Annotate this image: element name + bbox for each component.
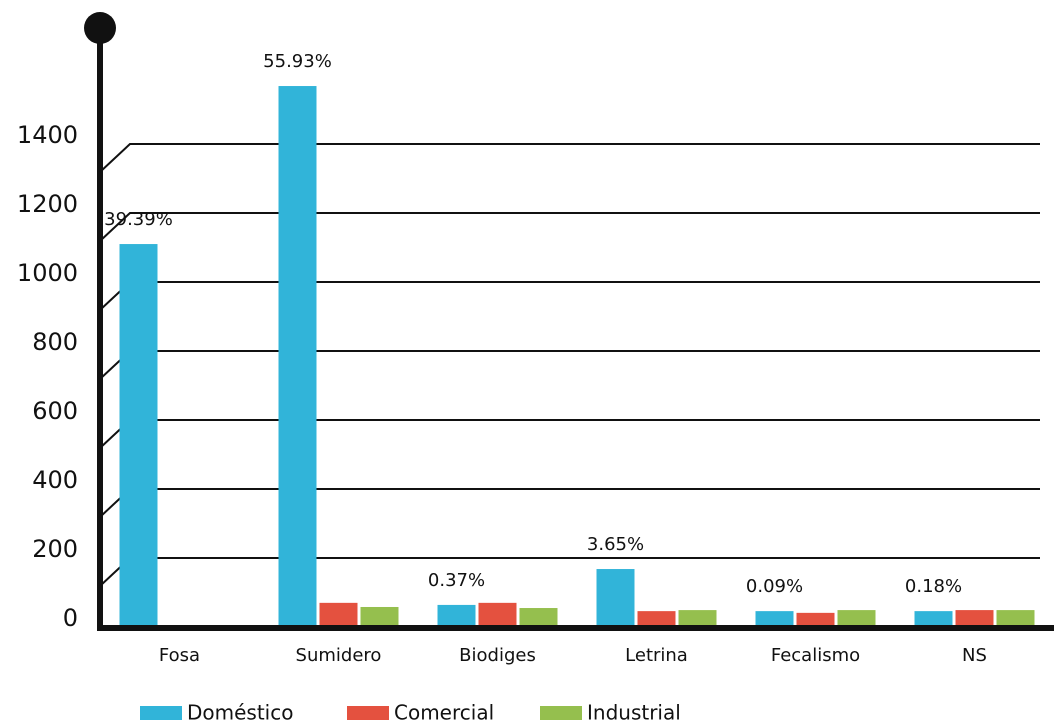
annotation: 55.93% bbox=[263, 51, 332, 72]
grid-line bbox=[99, 488, 1040, 518]
legend-swatch bbox=[347, 706, 389, 720]
bar bbox=[678, 610, 717, 627]
bar bbox=[360, 606, 399, 627]
bar bbox=[478, 602, 517, 627]
bar bbox=[837, 610, 876, 627]
grid-line bbox=[99, 212, 1040, 242]
x-tick-label: Fecalismo bbox=[771, 645, 860, 666]
legend-swatch bbox=[540, 706, 582, 720]
bar bbox=[755, 611, 794, 627]
x-tick-label: Fosa bbox=[159, 645, 200, 666]
bar bbox=[278, 86, 317, 628]
bar bbox=[996, 610, 1035, 627]
bar bbox=[319, 602, 358, 627]
bar bbox=[119, 244, 158, 628]
annotation: 3.65% bbox=[587, 534, 644, 555]
grid-line bbox=[99, 419, 1040, 449]
axis-cap bbox=[84, 12, 116, 44]
legend-swatch bbox=[140, 706, 182, 720]
y-tick-label: 1400 bbox=[17, 121, 78, 149]
grid-line bbox=[99, 350, 1040, 380]
y-tick-label: 600 bbox=[32, 397, 78, 425]
bar bbox=[437, 604, 476, 627]
legend-label: Doméstico bbox=[187, 701, 293, 725]
x-tick-label: Letrina bbox=[625, 645, 688, 666]
y-tick-label: 200 bbox=[32, 535, 78, 563]
legend-label: Industrial bbox=[587, 701, 681, 725]
y-tick-label: 400 bbox=[32, 466, 78, 494]
annotation: 0.09% bbox=[746, 576, 803, 597]
grid-line bbox=[99, 143, 1040, 173]
bar bbox=[637, 611, 676, 627]
bar bbox=[796, 612, 835, 627]
bar bbox=[955, 610, 994, 627]
bar bbox=[914, 611, 953, 627]
x-tick-label: Biodiges bbox=[459, 645, 536, 666]
annotation: 0.18% bbox=[905, 576, 962, 597]
y-tick-label: 0 bbox=[63, 604, 78, 632]
grid-line bbox=[99, 281, 1040, 311]
x-tick-label: NS bbox=[962, 645, 987, 666]
grid-line bbox=[99, 557, 1040, 587]
y-tick-label: 800 bbox=[32, 328, 78, 356]
y-tick-label: 1000 bbox=[17, 259, 78, 287]
annotation: 0.37% bbox=[428, 570, 485, 591]
legend-label: Comercial bbox=[394, 701, 494, 725]
bar bbox=[596, 569, 635, 627]
y-tick-label: 1200 bbox=[17, 190, 78, 218]
bar bbox=[519, 608, 558, 627]
annotation: 39.39% bbox=[104, 209, 173, 230]
x-tick-label: Sumidero bbox=[296, 645, 382, 666]
